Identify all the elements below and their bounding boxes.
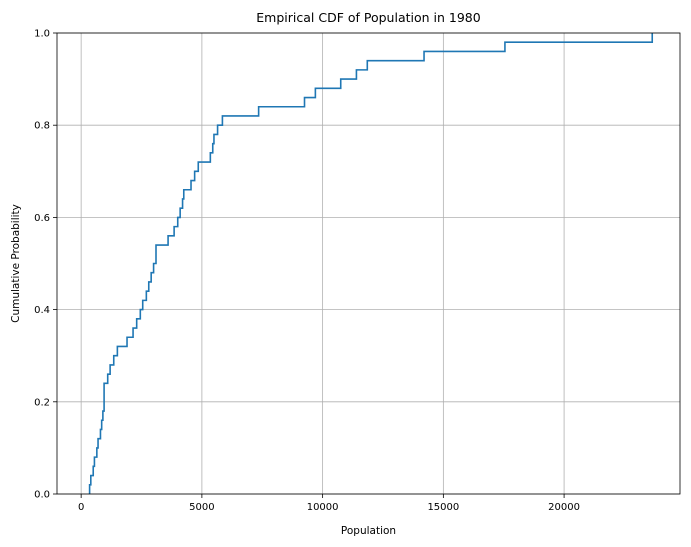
- x-tick-label: 15000: [427, 502, 459, 513]
- x-tick-label: 0: [78, 502, 84, 513]
- y-tick-label: 0.6: [34, 213, 50, 224]
- x-tick-label: 20000: [548, 502, 580, 513]
- y-tick-label: 0.2: [34, 397, 50, 408]
- grid-lines: [57, 32, 680, 495]
- y-tick-label: 0.8: [34, 121, 50, 132]
- plot-area: [88, 33, 654, 494]
- ecdf-step-line: [88, 33, 654, 494]
- y-tick-label: 1.0: [34, 29, 50, 40]
- y-axis: 0.0 0.2 0.4 0.6 0.8 1.0: [34, 29, 57, 501]
- y-tick-label: 0.4: [34, 305, 50, 316]
- x-axis-label: Population: [341, 525, 396, 537]
- plot-frame: [56, 32, 681, 495]
- y-tick-label: 0.0: [34, 490, 50, 501]
- chart-title: Empirical CDF of Population in 1980: [256, 10, 480, 25]
- x-tick-label: 5000: [189, 502, 214, 513]
- y-axis-label: Cumulative Probability: [10, 204, 22, 323]
- x-axis: 0 5000 10000 15000 20000: [78, 494, 580, 513]
- x-tick-label: 10000: [307, 502, 339, 513]
